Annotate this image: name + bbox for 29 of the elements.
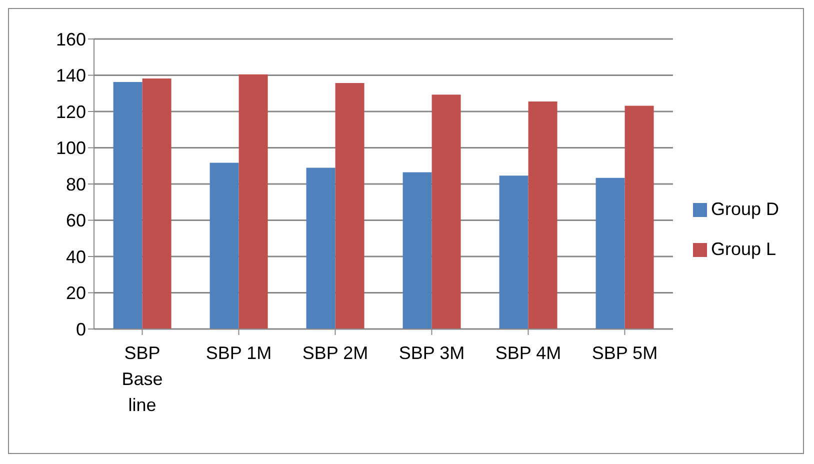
bar — [142, 78, 172, 329]
y-tick-label: 20 — [66, 283, 86, 304]
bar — [624, 106, 654, 329]
x-tick-label: SBP Base line — [122, 343, 163, 415]
x-tick-label: SBP 5M — [592, 343, 658, 363]
y-tick-label: 100 — [56, 138, 86, 158]
x-tick-label: SBP 1M — [206, 343, 272, 363]
y-tick-label: 80 — [66, 174, 86, 194]
bar — [499, 176, 528, 329]
bar — [402, 172, 432, 329]
y-tick-label: 140 — [56, 66, 86, 86]
bar — [306, 168, 336, 329]
bar — [113, 82, 142, 329]
y-tick-label: 120 — [56, 102, 86, 122]
legend-label: Group D — [710, 199, 779, 219]
y-tick-label: 40 — [66, 246, 86, 267]
y-tick-label: 160 — [56, 29, 86, 50]
x-tick-label: SBP 4M — [495, 343, 562, 363]
x-tick-label: SBP 3M — [398, 343, 465, 363]
legend-label: Group L — [710, 239, 776, 259]
y-tick-label: 60 — [66, 210, 86, 231]
x-tick-label: SBP 2M — [302, 343, 368, 363]
y-tick-label: 0 — [76, 319, 86, 340]
bar — [432, 94, 461, 329]
bar — [210, 162, 239, 329]
bar — [528, 102, 558, 329]
bar — [238, 74, 268, 329]
bar — [335, 83, 364, 329]
bar — [596, 178, 625, 329]
